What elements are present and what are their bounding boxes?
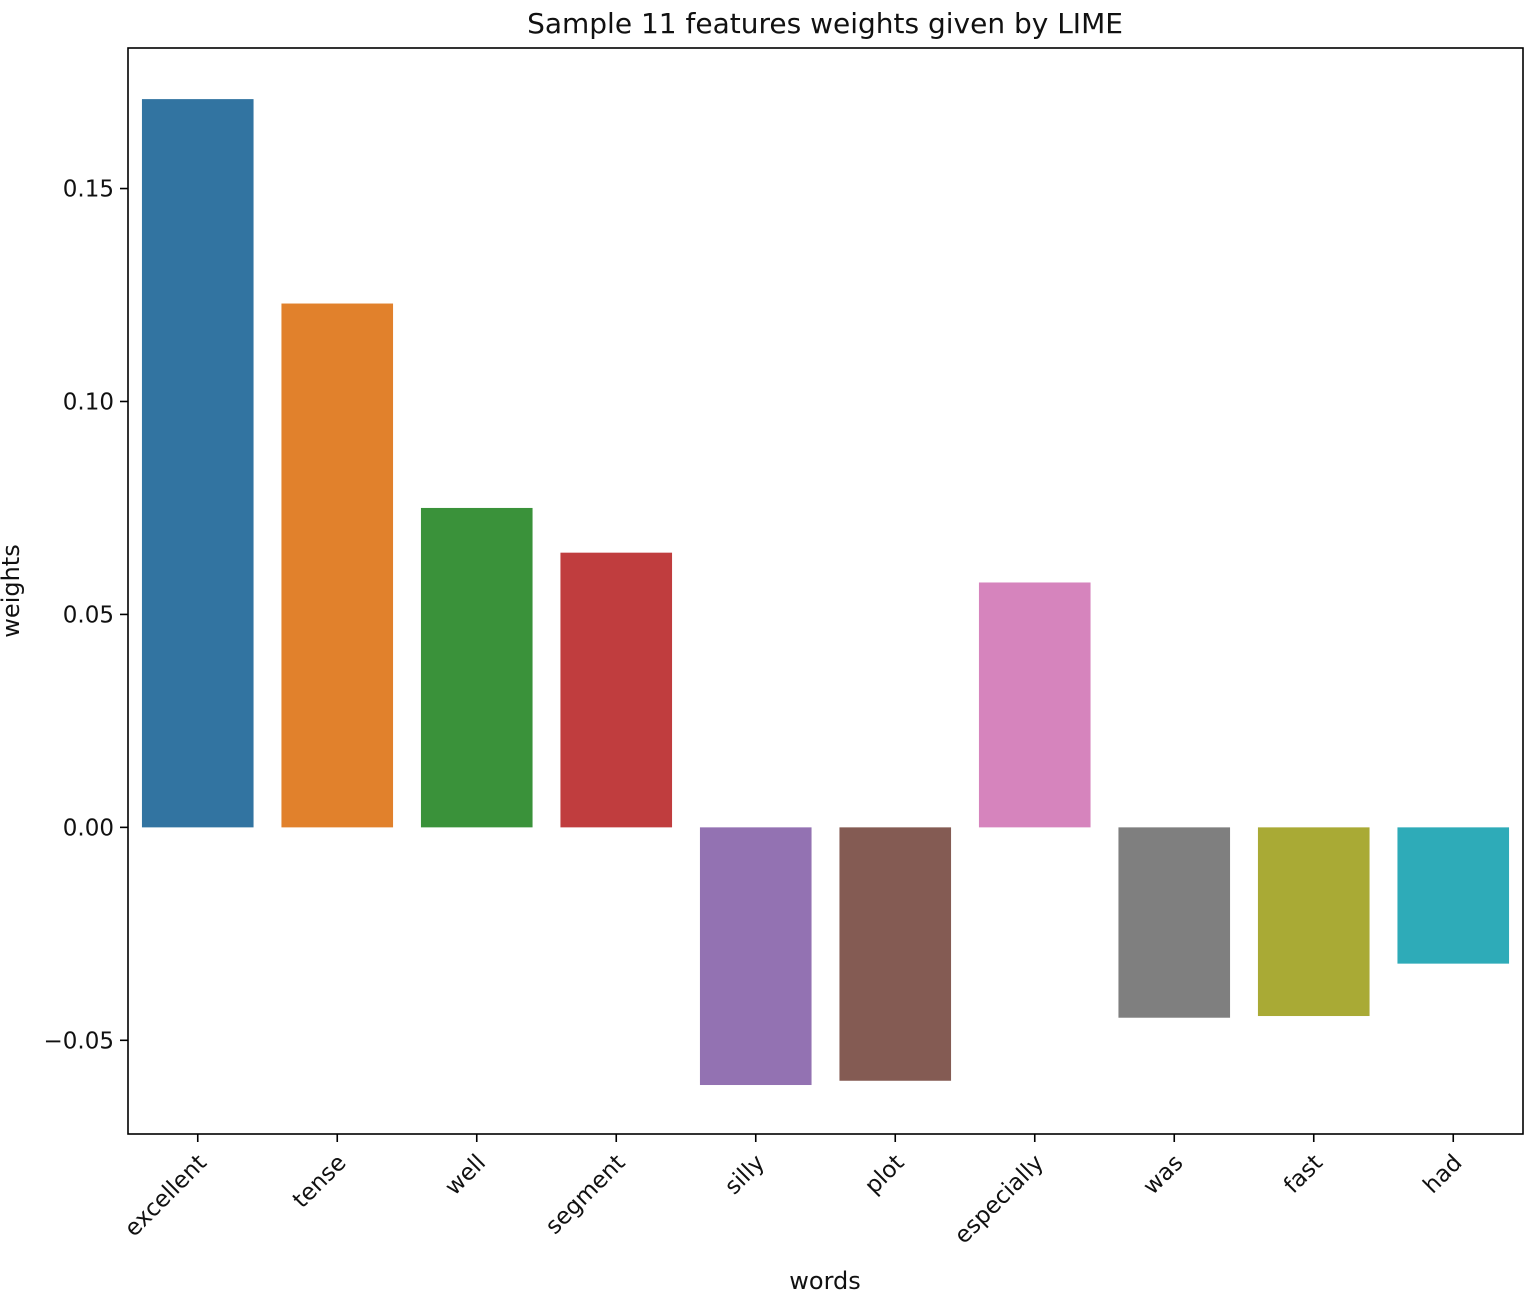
y-tick-label: 0.10: [63, 389, 114, 415]
x-tick-label-plot: plot: [860, 1150, 910, 1200]
chart-title: Sample 11 features weights given by LIME: [527, 7, 1123, 40]
y-axis: −0.05 0.00 0.05 0.10 0.15: [44, 177, 128, 1054]
y-axis-label: weights: [0, 544, 25, 637]
x-axis-label: words: [789, 1267, 861, 1295]
bar-excellent: [141, 99, 254, 828]
x-tick-label-silly: silly: [720, 1150, 770, 1200]
bars-group: [141, 99, 1510, 1086]
y-tick-label: 0.15: [63, 177, 114, 203]
bar-well: [420, 507, 533, 828]
bar-silly: [699, 827, 812, 1086]
bar-plot: [839, 827, 952, 1081]
y-tick-label: 0.00: [63, 815, 114, 841]
x-tick-label-well: well: [440, 1150, 491, 1201]
x-tick-label-had: had: [1419, 1150, 1468, 1199]
plot-frame: [127, 47, 1524, 1135]
bar-fast: [1257, 827, 1370, 1017]
x-tick-label-segment: segment: [541, 1150, 631, 1240]
bar-segment: [560, 552, 673, 828]
bar-was: [1118, 827, 1231, 1018]
x-tick-label-was: was: [1138, 1150, 1188, 1200]
y-tick-label: −0.05: [44, 1028, 114, 1054]
x-tick-label-excellent: excellent: [120, 1150, 212, 1242]
bar-especially: [978, 582, 1091, 828]
x-tick-label-especially: especially: [950, 1150, 1049, 1249]
bar-had: [1397, 827, 1510, 964]
y-tick-label: 0.05: [63, 602, 114, 628]
x-tick-label-tense: tense: [288, 1150, 352, 1214]
x-tick-label-fast: fast: [1279, 1150, 1328, 1199]
bar-tense: [281, 303, 394, 828]
x-axis: excellent tense well segment silly plot especi…: [120, 1134, 1468, 1249]
